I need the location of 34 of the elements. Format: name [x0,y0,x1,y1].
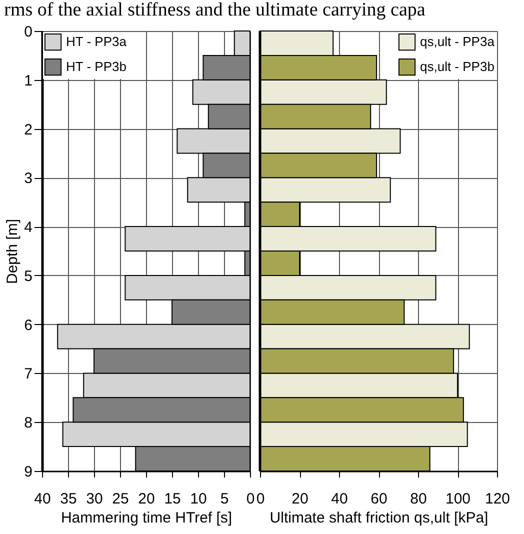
y-tick-label: 6 [24,316,32,334]
y-tick-label: 3 [24,170,32,188]
text: rms of the axial stiffness and the ultimate carrying capa [4,0,426,20]
y-tick-label: 1 [24,72,32,90]
legend-label: HT - PP3b [66,59,126,74]
legend-label: qs,ult - PP3b [420,59,494,74]
x-tick-label: 20 [292,490,308,508]
x-tick-label: 60 [370,490,388,508]
x-tick-label: 40 [331,490,348,508]
x-axis-title: Hammering time HTref [s] [60,510,232,526]
y-tick-label: 4 [24,219,32,236]
x-tick-label: 25 [112,490,129,508]
x-tick-label: 10 [190,490,207,508]
x-tick-label: 30 [86,490,103,508]
y-tick-label: 8 [24,414,32,432]
y-axis-title: Depth [m] [4,218,22,284]
x-tick-label: 15 [164,490,181,508]
x-tick-label: 120 [484,490,510,508]
x-axis-title: Ultimate shaft friction qs,ult [kPa] [270,510,488,526]
x-tick-label: 0 [256,490,265,508]
y-tick-label: 9 [24,464,32,480]
x-tick-label: 5 [220,490,229,508]
y-tick-label: 0 [24,24,32,40]
x-tick-label: 35 [60,490,77,508]
x-tick-label: 20 [138,490,155,508]
x-tick-label: 0 [246,490,255,508]
x-tick-label: 80 [410,490,427,508]
x-tick-label: 100 [445,490,471,508]
y-tick-label: 5 [24,268,32,285]
y-tick-label: 7 [24,366,32,383]
x-tick-label: 40 [34,490,51,508]
legend-label: qs,ult - PP3a [420,34,496,49]
y-tick-label: 2 [24,121,32,138]
legend-label: HT - PP3a [66,34,128,49]
